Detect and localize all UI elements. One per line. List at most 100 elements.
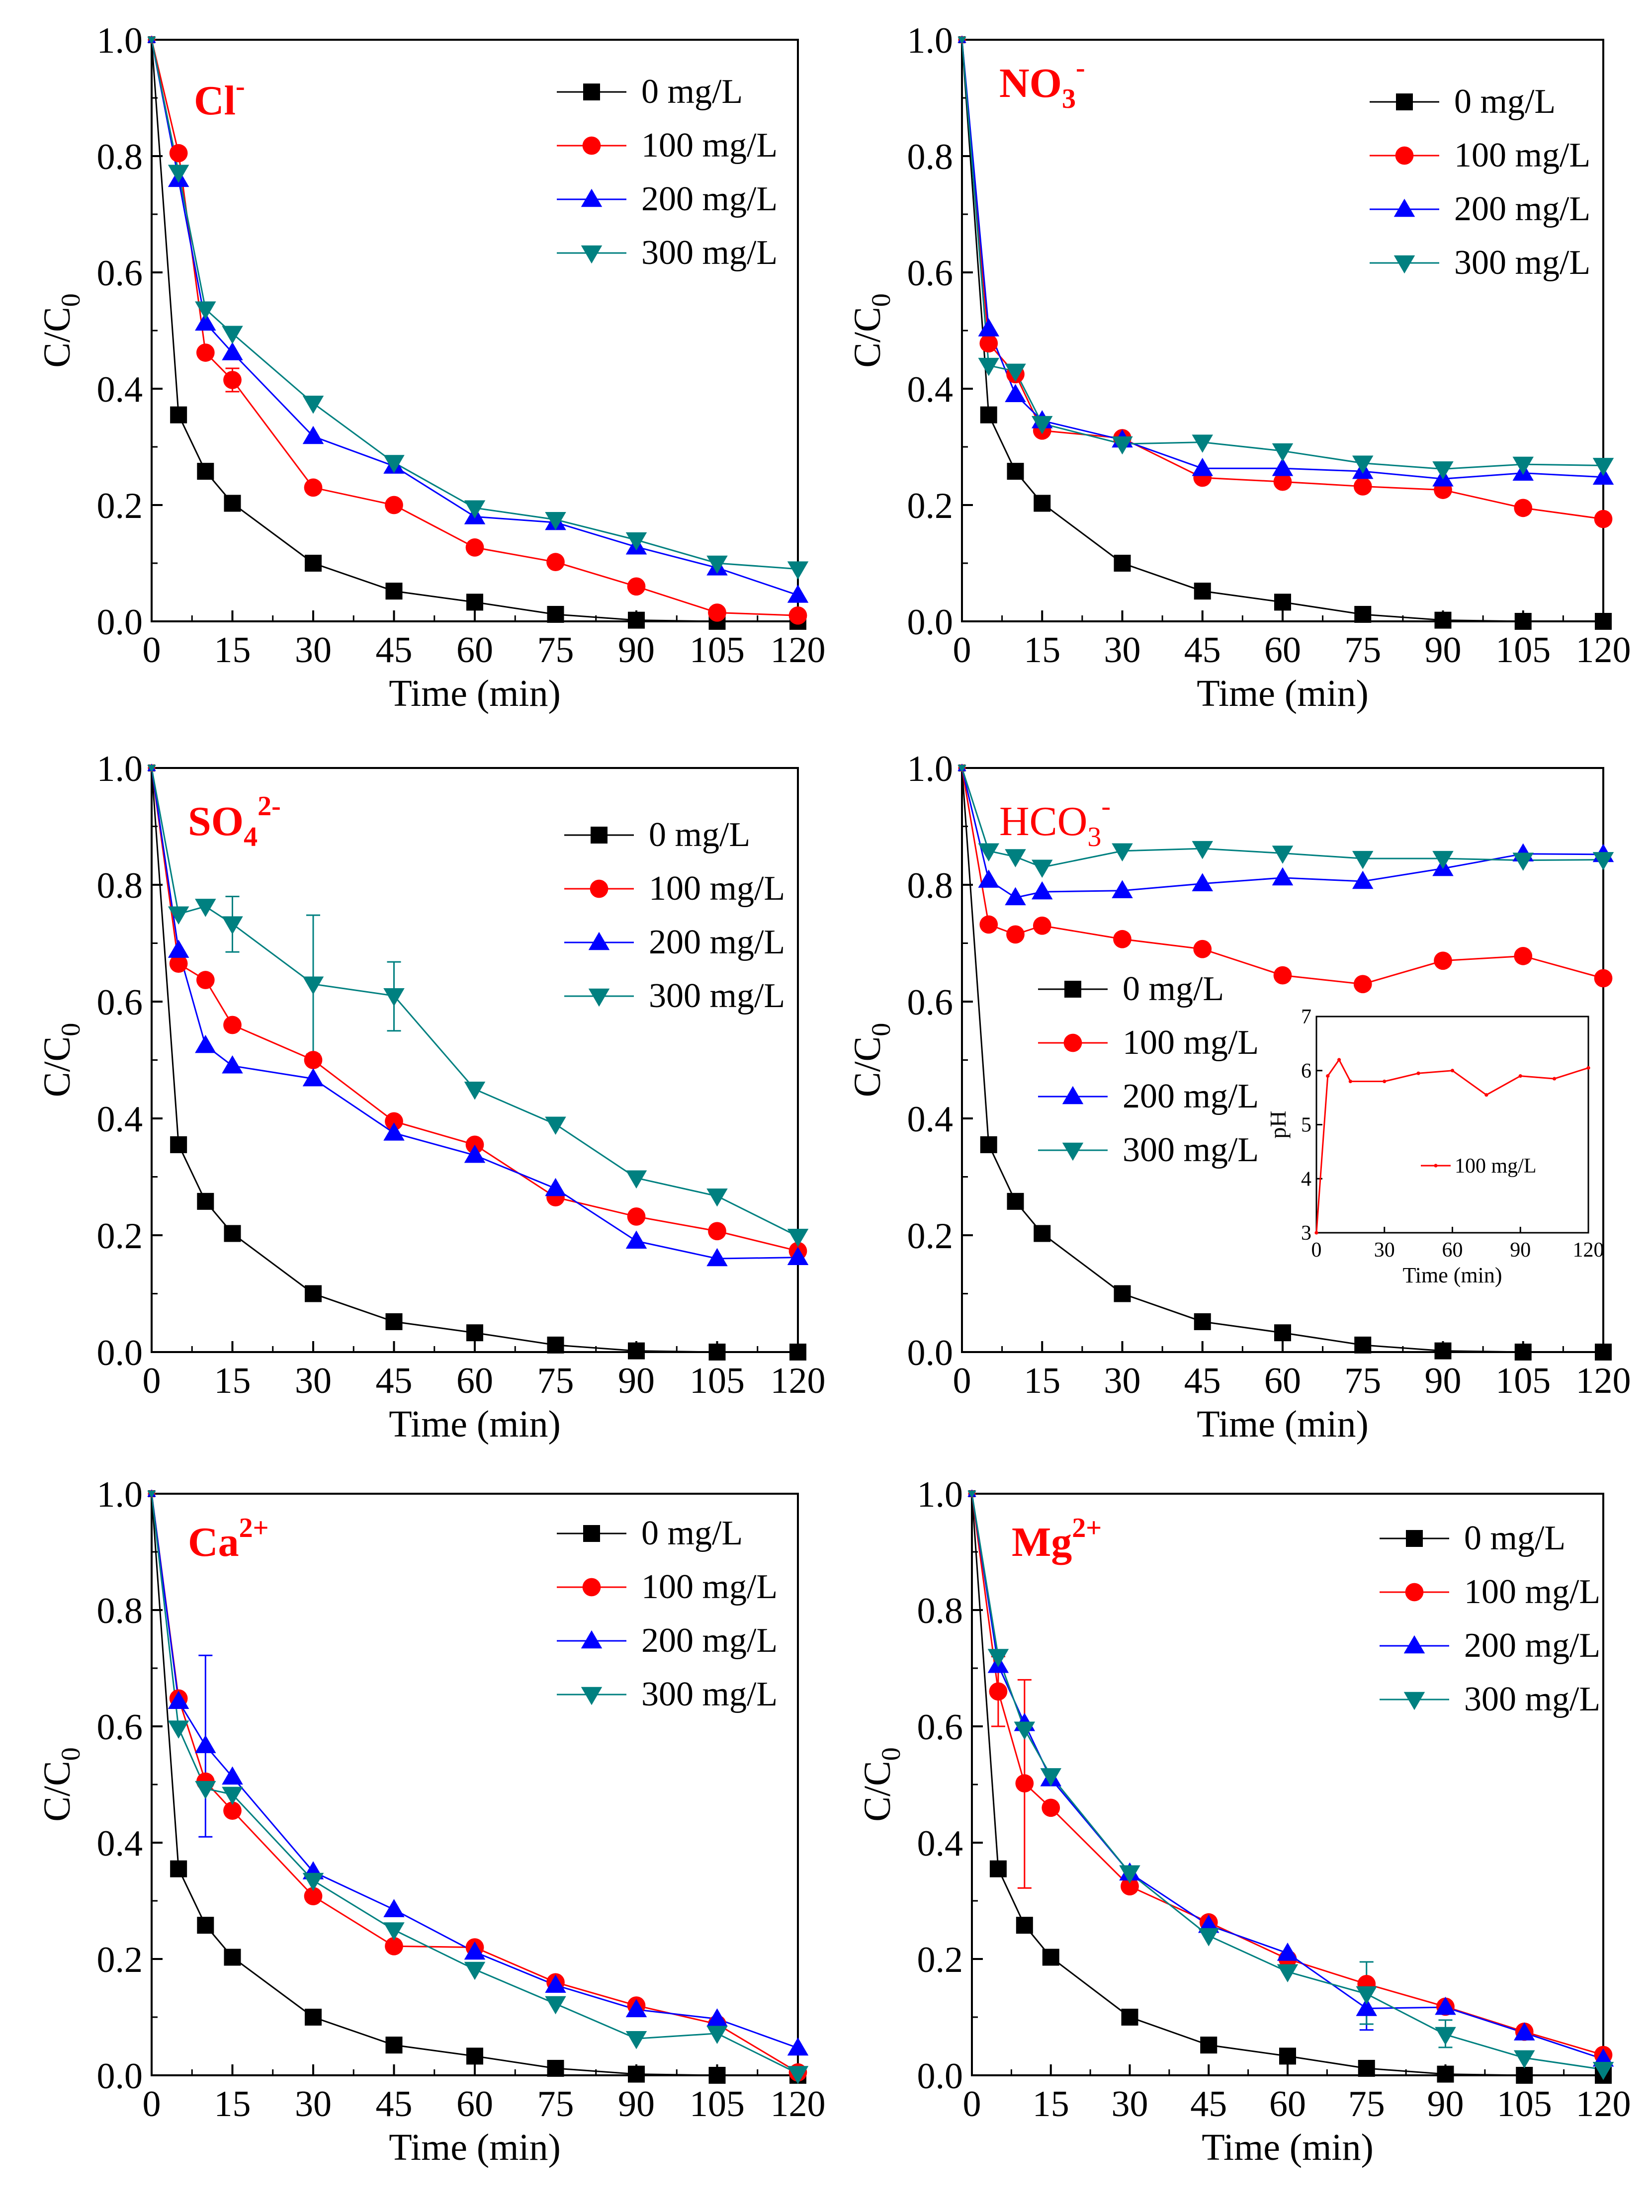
data-point xyxy=(1512,852,1534,871)
legend-entry: 100 mg/L xyxy=(1464,1573,1600,1611)
legend: 0 mg/L 100 mg/L 200 mg/L 300 mg/L xyxy=(564,816,785,1015)
data-point xyxy=(979,915,998,934)
legend-entry: 100 mg/L xyxy=(649,869,785,908)
data-point xyxy=(464,1081,486,1100)
data-point xyxy=(1514,2050,1535,2069)
y-axis-label: C/C0 xyxy=(36,293,86,368)
data-point xyxy=(1034,495,1051,512)
y-tick-label: 0.2 xyxy=(907,1216,954,1257)
legend-marker xyxy=(583,1525,600,1542)
data-point xyxy=(1005,363,1026,382)
data-point xyxy=(1274,594,1291,611)
inset-data-point xyxy=(1416,1071,1420,1075)
x-tick-label: 45 xyxy=(1184,1361,1221,1401)
x-tick-label: 0 xyxy=(963,2084,981,2125)
x-tick-label: 90 xyxy=(618,2084,655,2125)
ion-label: Mg2+ xyxy=(1012,1513,1102,1565)
inset-data-point xyxy=(1314,1231,1318,1235)
x-tick-label: 45 xyxy=(1184,630,1221,671)
x-tick-label: 30 xyxy=(295,630,332,671)
legend: 0 mg/L 100 mg/L 200 mg/L 300 mg/L xyxy=(1380,1519,1600,1718)
data-point xyxy=(170,406,187,424)
data-point xyxy=(304,1051,323,1069)
x-tick-label: 60 xyxy=(456,1361,493,1401)
x-tick-label: 30 xyxy=(295,2084,332,2125)
data-point xyxy=(1592,852,1614,870)
x-tick-label: 0 xyxy=(143,1361,161,1401)
inset-data-point xyxy=(1326,1074,1330,1078)
x-axis-label: Time (min) xyxy=(389,2127,561,2168)
data-point xyxy=(1194,1313,1211,1330)
x-tick-label: 30 xyxy=(1104,630,1141,671)
inset-data-point xyxy=(1586,1066,1590,1070)
data-point xyxy=(170,1136,187,1153)
inset-x-tick-label: 120 xyxy=(1573,1239,1604,1262)
data-point xyxy=(1112,436,1133,455)
data-point xyxy=(787,585,809,603)
y-tick-label: 0.8 xyxy=(907,137,954,177)
legend-marker xyxy=(1062,1086,1084,1105)
data-point xyxy=(978,318,999,337)
y-tick-label: 0.4 xyxy=(97,1099,143,1140)
y-tick-label: 0.2 xyxy=(907,486,954,526)
legend-marker xyxy=(1064,981,1081,998)
x-tick-label: 75 xyxy=(1344,1361,1381,1401)
data-point xyxy=(1032,416,1053,434)
data-point xyxy=(1121,2009,1138,2026)
x-tick-label: 45 xyxy=(376,1361,413,1401)
data-point xyxy=(1192,841,1213,859)
legend-entry: 300 mg/L xyxy=(1464,1680,1600,1718)
inset-data-point xyxy=(1337,1058,1341,1062)
data-point xyxy=(1352,455,1374,474)
legend-entry: 200 mg/L xyxy=(641,180,778,218)
data-point xyxy=(1042,1798,1060,1817)
x-tick-label: 90 xyxy=(618,630,655,671)
y-tick-label: 0.2 xyxy=(917,1940,963,1980)
x-tick-label: 60 xyxy=(1264,1361,1301,1401)
x-tick-label: 75 xyxy=(1344,630,1381,671)
y-tick-label: 0.6 xyxy=(97,1707,143,1748)
data-point xyxy=(967,1490,976,1498)
data-point xyxy=(706,555,728,574)
data-point xyxy=(987,1649,1009,1667)
data-point xyxy=(1005,887,1026,906)
x-tick-label: 75 xyxy=(1348,2084,1385,2125)
y-tick-label: 0.4 xyxy=(97,1823,143,1864)
data-point xyxy=(302,1872,324,1891)
data-point xyxy=(708,1344,726,1361)
data-point xyxy=(1113,930,1131,948)
x-tick-label: 120 xyxy=(1576,1361,1631,1401)
chart-panel-5: 0 15 30 45 60 75 90 105 120 0.0 0.2 0.4 0.6 0.8 1.0 Tim… xyxy=(36,1474,826,2168)
data-point xyxy=(706,1248,728,1267)
x-tick-label: 30 xyxy=(295,1361,332,1401)
legend-entry: 0 mg/L xyxy=(1123,970,1224,1008)
legend-entry: 0 mg/L xyxy=(641,1514,743,1552)
x-tick-label: 90 xyxy=(1427,2084,1464,2125)
data-point xyxy=(1198,1928,1219,1947)
data-point xyxy=(787,1229,809,1247)
data-point xyxy=(302,425,324,444)
data-point xyxy=(302,395,324,414)
x-tick-label: 120 xyxy=(771,2084,826,2125)
inset-chart: 0 30 60 90 120 3 4 5 6 7 Time (min) pH 100 mg/L xyxy=(1265,1006,1604,1287)
y-tick-label: 0.6 xyxy=(97,982,143,1023)
data-point xyxy=(1594,510,1613,528)
legend-marker xyxy=(1403,1635,1425,1654)
inset-data-point xyxy=(1383,1079,1387,1084)
legend-entry: 100 mg/L xyxy=(1123,1023,1259,1062)
y-tick-label: 0.8 xyxy=(917,1591,963,1631)
data-point xyxy=(957,36,966,44)
data-point xyxy=(223,1016,242,1034)
legend-entry: 100 mg/L xyxy=(641,1568,778,1606)
data-point xyxy=(627,1207,646,1226)
data-point xyxy=(223,371,242,389)
data-point xyxy=(197,463,214,480)
data-point xyxy=(1114,1285,1131,1302)
y-tick-label: 0.0 xyxy=(907,602,954,643)
data-point xyxy=(224,1225,241,1242)
inset-data-point xyxy=(1553,1077,1557,1081)
x-tick-label: 105 xyxy=(1497,2084,1552,2125)
data-point xyxy=(788,606,807,625)
data-point xyxy=(1277,1964,1299,1982)
data-point xyxy=(1005,384,1026,402)
